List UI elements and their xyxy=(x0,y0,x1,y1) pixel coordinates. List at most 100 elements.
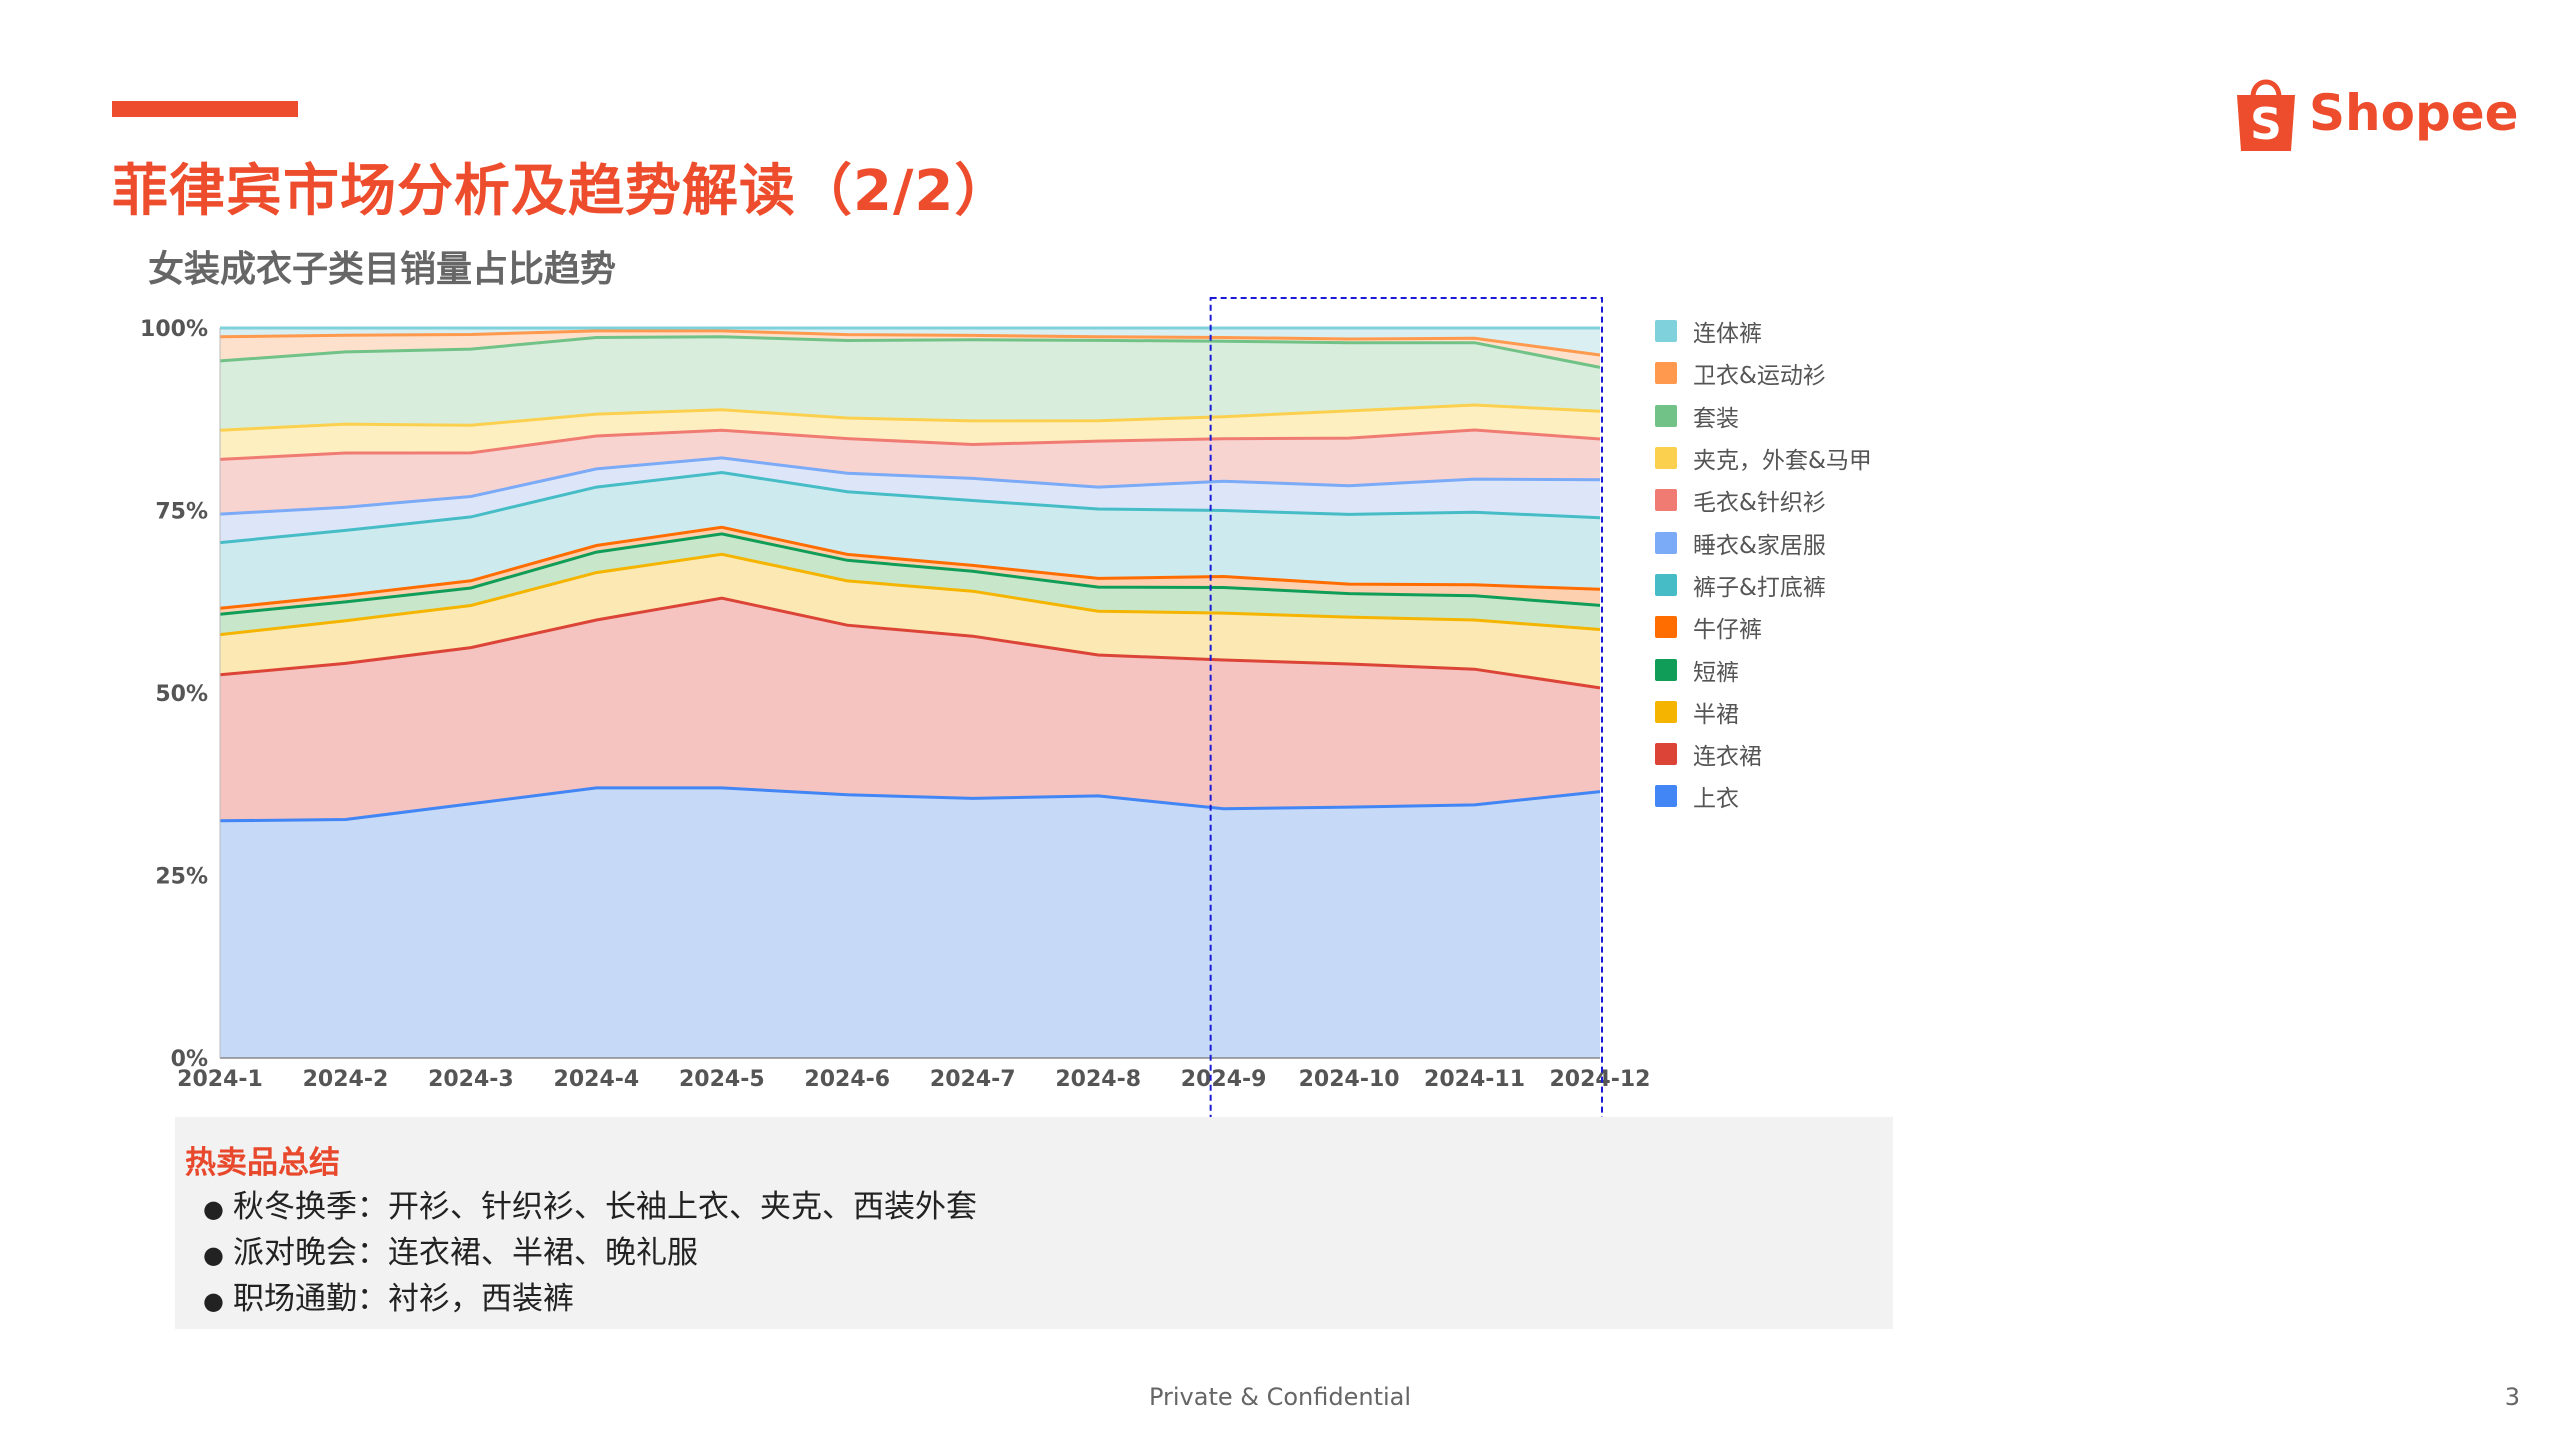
summary-item: ● 职场通勤：衬衫，西装裤 xyxy=(185,1277,977,1323)
y-tick-label: 75% xyxy=(155,500,208,525)
legend-label: 上衣 xyxy=(1693,786,1739,813)
legend-swatch xyxy=(1655,531,1677,554)
bullet-icon: ● xyxy=(203,1287,224,1315)
legend-label: 卫衣&运动衫 xyxy=(1693,363,1826,390)
x-tick-label: 2024-5 xyxy=(679,1067,765,1092)
legend-swatch xyxy=(1655,700,1677,723)
summary-item-text: 秋冬换季：开衫、针织衫、长袖上衣、夹克、西装外套 xyxy=(233,1189,977,1225)
svg-text:S: S xyxy=(2250,99,2282,150)
summary-item: ● 派对晚会：连衣裙、半裙、晚礼服 xyxy=(185,1231,977,1277)
legend-label: 短裤 xyxy=(1693,659,1739,686)
stacked-area-chart: 0% 25% 50% 75% 100% 2024-1 2024-2 2024-3 2024-4 2… xyxy=(140,297,1650,1119)
legend-swatch xyxy=(1655,658,1677,681)
area-series-group xyxy=(220,328,1600,1058)
series-line xyxy=(219,428,1601,461)
legend-item: 夹克，外套&马甲 xyxy=(1655,437,1872,479)
area-series xyxy=(220,336,1600,431)
shopee-bag-icon: S xyxy=(2237,79,2295,151)
summary-item-text: 职场通勤：衬衫，西装裤 xyxy=(233,1281,574,1317)
legend-item: 裤子&打底裤 xyxy=(1655,564,1872,606)
legend-label: 连体裤 xyxy=(1693,321,1762,348)
x-tick-label: 2024-2 xyxy=(303,1067,389,1092)
y-tick-label: 25% xyxy=(155,865,208,890)
bullet-icon: ● xyxy=(203,1241,224,1269)
summary-item: ● 秋冬换季：开衫、针织衫、长袖上衣、夹克、西装外套 xyxy=(185,1185,977,1231)
x-tick-label: 2024-11 xyxy=(1424,1067,1525,1092)
series-line xyxy=(219,552,1601,637)
bullet-icon: ● xyxy=(203,1195,224,1223)
axis-group: 0% 25% 50% 75% 100% 2024-1 2024-2 2024-3 2024-4 2… xyxy=(140,317,1650,1092)
area-series xyxy=(220,787,1600,1058)
legend-item: 半裙 xyxy=(1655,691,1872,733)
legend-label: 半裙 xyxy=(1693,701,1739,728)
legend-label: 连衣裙 xyxy=(1693,744,1762,771)
x-tick-label: 2024-12 xyxy=(1550,1067,1651,1092)
legend-item: 连体裤 xyxy=(1655,310,1872,352)
legend-swatch xyxy=(1655,573,1677,596)
legend-swatch xyxy=(1655,404,1677,427)
series-line xyxy=(219,532,1601,616)
x-tick-label: 2024-6 xyxy=(804,1067,890,1092)
legend-swatch xyxy=(1655,785,1677,808)
x-tick-label: 2024-3 xyxy=(428,1067,514,1092)
shopee-logo: S Shopee xyxy=(2233,68,2519,158)
title-accent-bar xyxy=(112,101,298,117)
legend-label: 睡衣&家居服 xyxy=(1693,532,1826,559)
area-series xyxy=(220,405,1600,460)
legend-item: 连衣裙 xyxy=(1655,733,1872,775)
x-tick-label: 2024-1 xyxy=(177,1067,263,1092)
series-line xyxy=(219,456,1601,516)
x-tick-label: 2024-4 xyxy=(554,1067,640,1092)
series-line xyxy=(219,525,1601,610)
legend-label: 毛衣&针织衫 xyxy=(1693,490,1826,517)
chart-title: 女装成衣子类目销量占比趋势 xyxy=(148,249,617,290)
x-tick-label: 2024-7 xyxy=(930,1067,1016,1092)
legend-swatch xyxy=(1655,362,1677,385)
series-line xyxy=(219,335,1601,369)
area-series xyxy=(220,430,1600,515)
chart-legend: 连体裤卫衣&运动衫 套装夹克，外套&马甲 毛衣&针织衫 睡衣&家居服 裤子&打底裤 牛仔裤… xyxy=(1655,310,1872,818)
legend-label: 夹克，外套&马甲 xyxy=(1693,448,1872,475)
y-tick-label: 50% xyxy=(155,682,208,707)
legend-item: 牛仔裤 xyxy=(1655,606,1872,648)
area-series xyxy=(220,554,1600,688)
area-series xyxy=(220,598,1600,821)
series-line xyxy=(219,403,1601,432)
legend-item: 短裤 xyxy=(1655,648,1872,690)
page-title: 菲律宾市场分析及趋势解读（2/2） xyxy=(112,159,1012,224)
legend-swatch xyxy=(1655,447,1677,470)
legend-item: 上衣 xyxy=(1655,775,1872,817)
legend-swatch xyxy=(1655,743,1677,766)
area-series xyxy=(220,457,1600,543)
legend-swatch xyxy=(1655,489,1677,512)
summary-item-text: 派对晚会：连衣裙、半裙、晚礼服 xyxy=(233,1235,698,1271)
legend-item: 套装 xyxy=(1655,395,1872,437)
series-line xyxy=(219,329,1601,357)
summary-list: ● 秋冬换季：开衫、针织衫、长袖上衣、夹克、西装外套 ● 派对晚会：连衣裙、半裙、晚… xyxy=(185,1185,977,1323)
series-line xyxy=(219,596,1601,690)
logo-wordmark: Shopee xyxy=(2309,84,2519,142)
legend-label: 裤子&打底裤 xyxy=(1693,574,1826,601)
legend-label: 牛仔裤 xyxy=(1693,617,1762,644)
legend-label: 套装 xyxy=(1693,405,1739,432)
x-tick-label: 2024-10 xyxy=(1299,1067,1400,1092)
page-number: 3 xyxy=(2504,1383,2520,1411)
summary-title: 热卖品总结 xyxy=(185,1145,340,1181)
line-series-group xyxy=(219,326,1601,823)
legend-swatch xyxy=(1655,320,1677,343)
footer-text: Private & Confidential xyxy=(1148,1383,1412,1411)
area-series xyxy=(220,328,1600,355)
x-tick-label: 2024-9 xyxy=(1181,1067,1267,1092)
legend-swatch xyxy=(1655,616,1677,639)
area-series xyxy=(220,533,1600,635)
y-tick-label: 0% xyxy=(171,1047,208,1072)
summary-panel: 热卖品总结 ● 秋冬换季：开衫、针织衫、长袖上衣、夹克、西装外套 ● 派对晚会：连衣… xyxy=(175,1117,1893,1329)
highlight-box xyxy=(1209,297,1603,1119)
series-line xyxy=(219,470,1601,545)
legend-item: 毛衣&针织衫 xyxy=(1655,479,1872,521)
series-line xyxy=(219,786,1601,823)
x-tick-label: 2024-8 xyxy=(1055,1067,1141,1092)
legend-item: 睡衣&家居服 xyxy=(1655,521,1872,563)
legend-item: 卫衣&运动衫 xyxy=(1655,352,1872,394)
area-series xyxy=(220,472,1600,609)
